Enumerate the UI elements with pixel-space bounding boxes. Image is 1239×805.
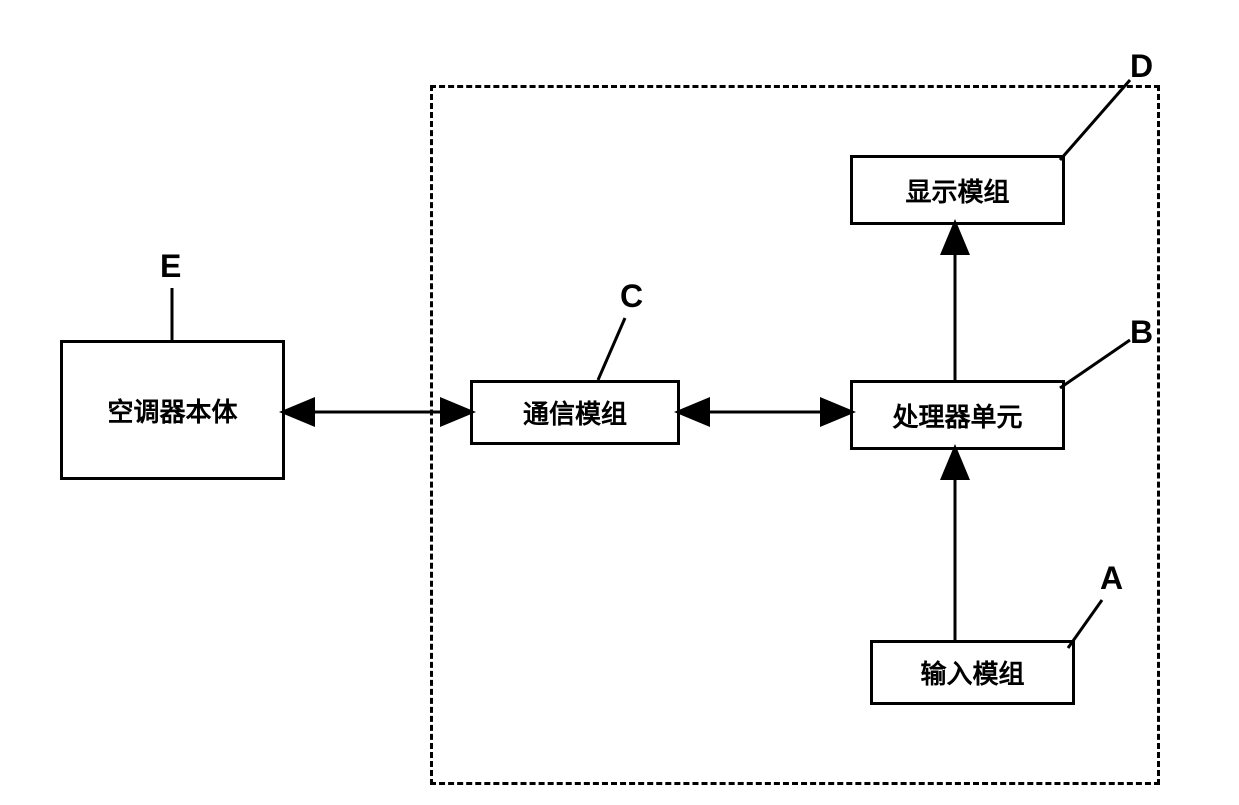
label-b: B [1130,314,1153,351]
label-d: D [1130,48,1153,85]
node-comm-module: 通信模组 [470,380,680,445]
node-processor-unit: 处理器单元 [850,380,1065,450]
label-a: A [1100,560,1123,597]
node-display-module: 显示模组 [850,155,1065,225]
node-label: 处理器单元 [892,397,1022,434]
node-label: 显示模组 [905,172,1009,209]
node-label: 空调器本体 [107,392,237,429]
label-c: C [620,278,643,315]
node-label: 通信模组 [523,394,627,431]
label-e: E [160,248,181,285]
node-label: 输入模组 [920,654,1024,691]
node-input-module: 输入模组 [870,640,1075,705]
node-ac-body: 空调器本体 [60,340,285,480]
